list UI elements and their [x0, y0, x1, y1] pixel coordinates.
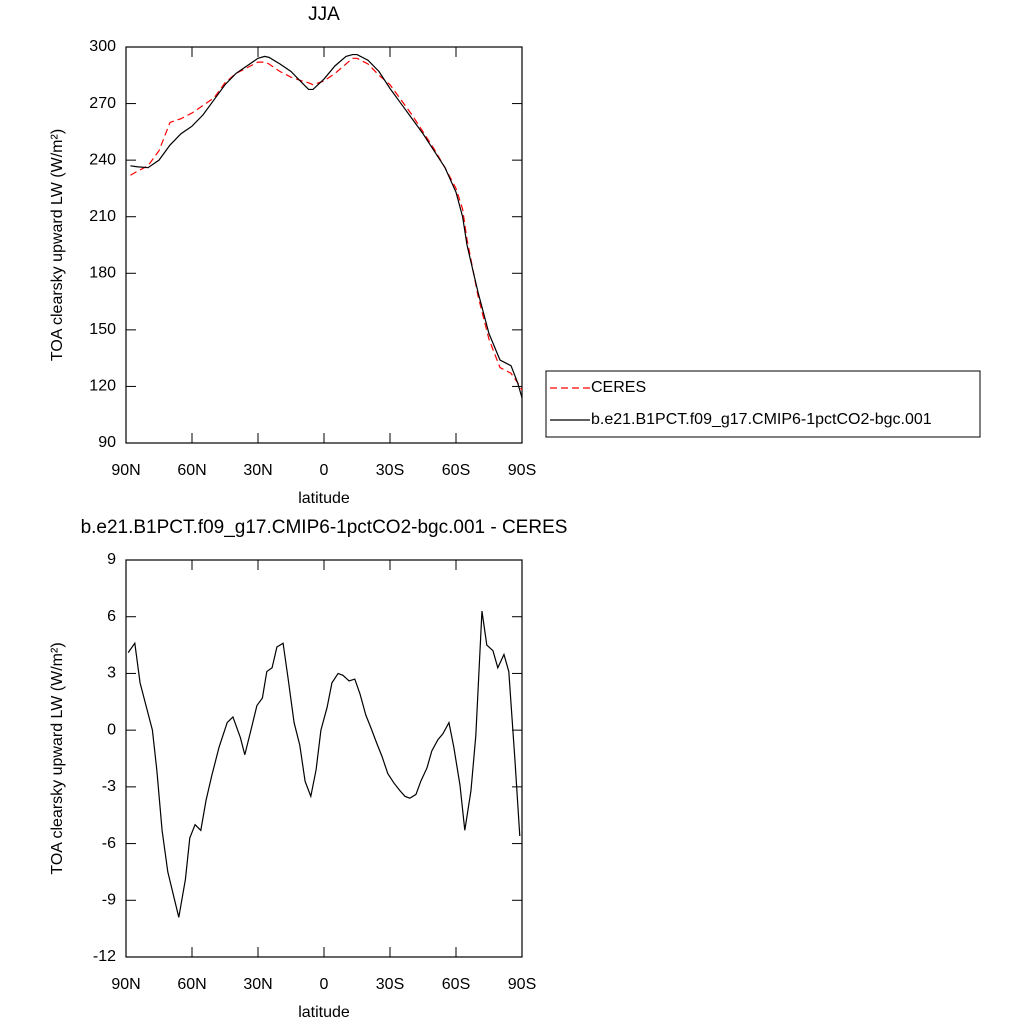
y-tick-label: 120	[89, 378, 116, 395]
x-tick-label: 60S	[442, 462, 470, 479]
x-axis-label: latitude	[298, 1004, 350, 1021]
chart-title: b.e21.B1PCT.f09_g17.CMIP6-1pctCO2-bgc.00…	[81, 517, 568, 538]
y-axis-label: TOA clearsky upward LW (W/m²)	[49, 129, 66, 361]
y-tick-label: 9	[107, 551, 116, 568]
data-line	[130, 53, 523, 398]
x-tick-label: 30N	[243, 976, 272, 993]
legend-box	[545, 370, 981, 438]
plot-frame	[125, 46, 523, 444]
chart-title: JJA	[308, 4, 340, 25]
x-tick-label: 90N	[111, 976, 140, 993]
x-tick-label: 0	[320, 462, 329, 479]
y-tick-label: 270	[89, 95, 116, 112]
y-tick-label: -6	[102, 835, 116, 852]
y-tick-label: 240	[89, 151, 116, 168]
y-tick-label: 6	[107, 608, 116, 625]
x-tick-label: 0	[320, 976, 329, 993]
y-tick-label: 210	[89, 208, 116, 225]
x-tick-label: 30N	[243, 462, 272, 479]
x-tick-label: 60S	[442, 976, 470, 993]
y-tick-label: 0	[107, 721, 116, 738]
plot-frame	[125, 559, 523, 958]
data-line	[130, 57, 523, 391]
x-tick-label: 60N	[177, 462, 206, 479]
legend-label: b.e21.B1PCT.f09_g17.CMIP6-1pctCO2-bgc.00…	[591, 411, 932, 428]
y-tick-label: 3	[107, 665, 116, 682]
data-line	[127, 610, 521, 918]
x-tick-label: 60N	[177, 976, 206, 993]
y-tick-label: 90	[98, 434, 116, 451]
x-tick-label: 90S	[508, 462, 536, 479]
y-tick-label: -9	[102, 892, 116, 909]
y-tick-label: 300	[89, 38, 116, 55]
y-tick-label: -3	[102, 778, 116, 795]
x-axis-label: latitude	[298, 490, 350, 507]
x-tick-label: 30S	[376, 462, 404, 479]
x-tick-label: 30S	[376, 976, 404, 993]
y-tick-label: -12	[93, 948, 116, 965]
y-tick-label: 150	[89, 321, 116, 338]
x-tick-label: 90S	[508, 976, 536, 993]
y-tick-label: 180	[89, 265, 116, 282]
legend-label: CERES	[591, 379, 646, 396]
x-tick-label: 90N	[111, 462, 140, 479]
y-axis-label: TOA clearsky upward LW (W/m²)	[49, 642, 66, 874]
